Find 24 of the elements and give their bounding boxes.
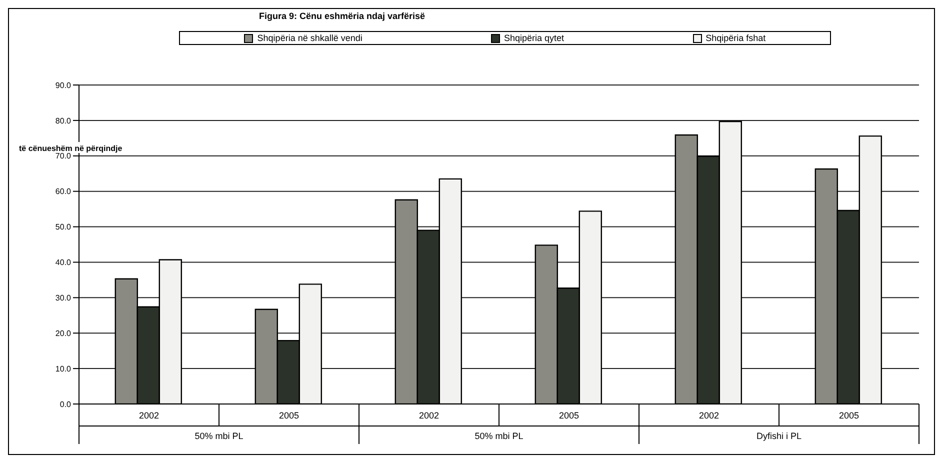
x-tick-label: 2005 [278,410,300,420]
text: Dyfishi i PL [756,431,802,441]
y-axis-title: të cënueshëm në përqindje [19,144,123,153]
x-tick-label: 2002 [418,410,440,420]
chart-title: Figura 9: Cënu eshmëria ndaj varfërisë [259,11,426,21]
x-tick-label: 2005 [838,410,860,420]
y-tick-label: 90.0 [55,80,72,90]
x-tick-label: 2005 [558,410,580,420]
x-tick-label: 2002 [138,410,160,420]
y-tick-label: 60.0 [55,187,72,196]
y-tick-label: 20.0 [55,328,72,338]
y-tick-label: 40.0 [55,258,72,268]
text: 50% mbi PL [474,431,524,441]
legend-label: Shqipëria në shkallë vendi [256,33,362,43]
y-tick-label: 10.0 [55,364,72,374]
x-tick-label: 2002 [698,410,720,420]
y-tick-label: 80.0 [55,116,72,126]
legend-label: Shqipëria fshat [704,33,766,43]
legend-label: Shqipëria qytet [502,33,564,43]
y-tick-label: 50.0 [55,222,72,232]
text: 50% mbi PL [194,431,244,441]
y-tick-label: 70.0 [55,152,72,161]
y-tick-label: 0.0 [60,400,72,409]
y-tick-label: 30.0 [55,294,72,303]
